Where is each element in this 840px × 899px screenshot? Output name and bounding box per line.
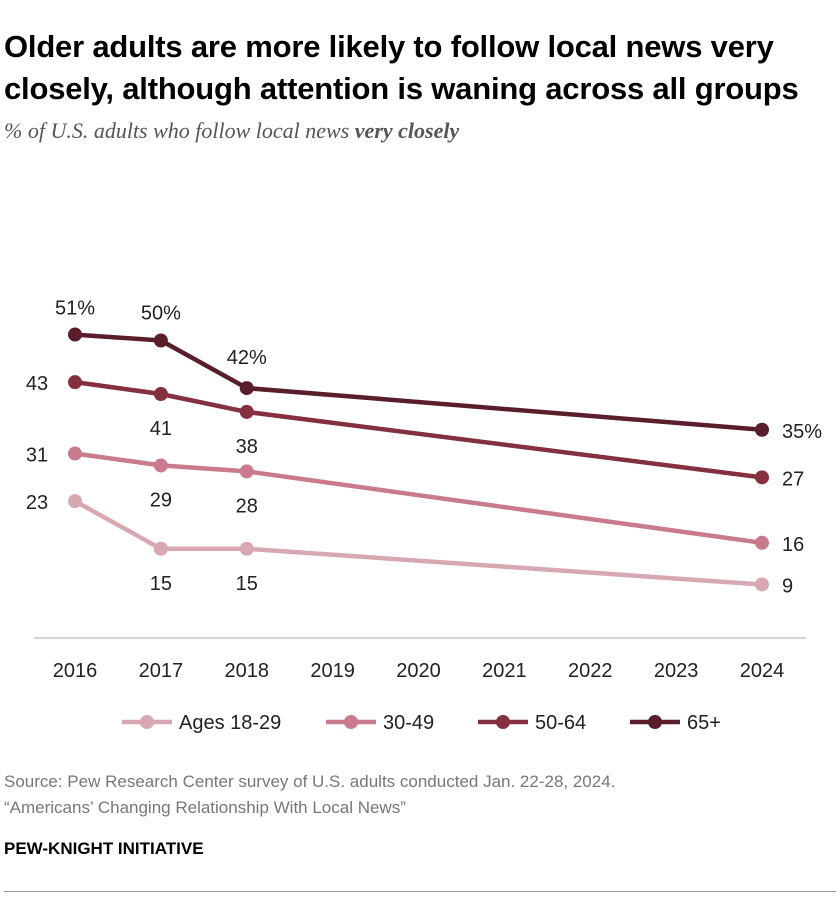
x-tick-label: 2017	[139, 660, 184, 682]
subtitle-prefix: % of U.S. adults who follow local news	[4, 118, 355, 143]
data-point-50-64	[239, 404, 254, 419]
x-tick-label: 2024	[740, 660, 785, 682]
data-point-50-64	[153, 387, 168, 402]
series-line-50-64	[72, 379, 765, 480]
source-line-1: Source: Pew Research Center survey of U.…	[4, 772, 616, 791]
data-point-ages-18-29	[239, 541, 254, 556]
data-point-30-49	[68, 446, 82, 461]
data-point-ages-18-29	[153, 541, 168, 556]
data-point-50-64	[68, 375, 82, 390]
brand-label: PEW-KNIGHT INITIATIVE	[4, 839, 204, 858]
data-label-ages-18-29: 15	[150, 573, 172, 595]
data-label-ages-18-29: 9	[782, 575, 793, 597]
x-tick-label: 2019	[310, 660, 355, 682]
data-label-50-64: 27	[782, 468, 804, 490]
legend-marker-30-49	[344, 715, 358, 729]
data-label-ages-18-29: 23	[26, 492, 48, 514]
x-tick-label: 2023	[654, 660, 699, 682]
data-label-50-64: 38	[236, 436, 258, 458]
x-tick-label: 2016	[53, 660, 98, 682]
data-point-65	[68, 327, 82, 342]
data-label-ages-18-29: 15	[236, 573, 258, 595]
bottom-rule	[4, 891, 836, 892]
line-chart: 2016 2017 2018 2019 2020 2021 2022 2023 2024 23 1…	[26, 298, 822, 734]
legend-marker-ages-18-29	[140, 715, 154, 729]
x-tick-label: 2022	[568, 660, 613, 682]
data-label-30-49: 29	[150, 489, 172, 511]
data-point-30-49	[239, 464, 254, 479]
data-point-30-49	[755, 535, 769, 550]
data-label-30-49: 28	[236, 495, 258, 517]
source-line-2: “Americans’ Changing Relationship With L…	[4, 798, 406, 817]
data-point-65	[755, 422, 769, 437]
x-tick-label: 2020	[396, 660, 441, 682]
legend-marker-65	[648, 715, 662, 729]
series-line-65	[72, 332, 765, 433]
data-label-30-49: 31	[26, 445, 48, 467]
data-label-50-64: 41	[150, 418, 172, 440]
legend-label-65: 65+	[687, 712, 721, 734]
data-label-30-49: 16	[782, 534, 804, 556]
data-point-30-49	[153, 458, 168, 473]
data-point-50-64	[755, 470, 769, 485]
source-note: Source: Pew Research Center survey of U.…	[4, 769, 615, 821]
legend-label-30-49: 30-49	[383, 712, 434, 734]
series-line-30-49	[72, 451, 765, 546]
subtitle-emphasis: very closely	[354, 118, 460, 143]
data-label-50-64: 43	[26, 373, 48, 395]
x-tick-label: 2021	[482, 660, 527, 682]
legend-marker-50-64	[496, 715, 510, 729]
x-tick-label: 2018	[225, 660, 270, 682]
chart-title: Older adults are more likely to follow l…	[4, 29, 799, 106]
data-label-65: 50%	[141, 303, 181, 325]
data-label-65: 51%	[55, 298, 95, 320]
legend-label-50-64: 50-64	[535, 712, 586, 734]
series-line-ages-18-29	[72, 498, 765, 587]
data-point-ages-18-29	[755, 577, 769, 592]
data-point-65	[239, 381, 254, 396]
data-point-65	[153, 333, 168, 348]
legend: Ages 18-29 30-49 50-64 65+	[122, 712, 721, 734]
data-label-65: 42%	[227, 347, 267, 369]
data-point-ages-18-29	[68, 494, 82, 509]
legend-label-ages-18-29: Ages 18-29	[179, 712, 281, 734]
data-label-65: 35%	[782, 421, 822, 443]
chart-subtitle: % of U.S. adults who follow local news v…	[4, 118, 459, 144]
x-axis-ticks: 2016 2017 2018 2019 2020 2021 2022 2023 2024	[53, 660, 785, 682]
series-lines: 23 15 15 9 31 29 28 16 43 41 38 27 51% 50% 42% 35%	[26, 298, 822, 598]
